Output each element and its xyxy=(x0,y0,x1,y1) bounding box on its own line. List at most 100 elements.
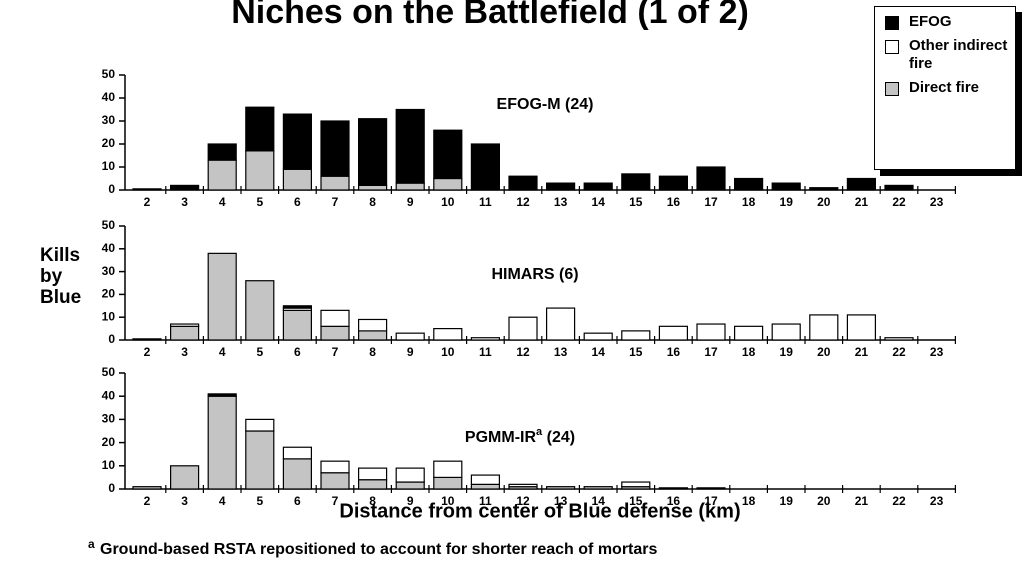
bar-segment xyxy=(846,314,877,341)
bar-segment xyxy=(132,338,162,341)
bar-segment xyxy=(207,252,237,341)
bar-segment xyxy=(245,430,275,490)
x-tick-label: 19 xyxy=(780,195,794,209)
bar-segment xyxy=(395,332,425,341)
bar-segment xyxy=(733,177,764,191)
y-tick-label: 10 xyxy=(102,309,116,323)
x-tick-label: 21 xyxy=(855,345,869,359)
legend-label: EFOG xyxy=(909,13,952,30)
bar-segment xyxy=(358,330,388,341)
x-tick-label: 11 xyxy=(479,345,492,359)
x-tick-label: 23 xyxy=(930,345,944,359)
bar-segment xyxy=(470,474,500,485)
y-tick-label: 10 xyxy=(102,458,116,472)
bar-segment xyxy=(358,467,388,481)
x-axis-label: Distance from center of Blue defense (km… xyxy=(339,500,740,522)
bar-segment xyxy=(470,337,500,341)
x-tick-label: 19 xyxy=(780,494,794,508)
legend-item: Direct fire xyxy=(883,79,1009,97)
bar-segment xyxy=(433,177,463,191)
panel-title: HIMARS (6) xyxy=(491,266,578,283)
y-tick-label: 0 xyxy=(108,332,115,346)
bar-segment xyxy=(282,309,312,341)
y-tick-label: 50 xyxy=(102,67,116,81)
y-tick-label: 30 xyxy=(102,113,116,127)
bar-segment xyxy=(132,486,162,490)
y-tick-label: 40 xyxy=(102,90,116,104)
bar-segment xyxy=(395,467,425,483)
x-tick-label: 6 xyxy=(294,195,301,209)
bar-segment xyxy=(884,337,914,341)
y-tick-label: 30 xyxy=(102,412,116,426)
x-tick-label: 22 xyxy=(892,195,906,209)
bar-segment xyxy=(470,483,500,490)
x-tick-label: 9 xyxy=(407,494,414,508)
y-tick-label: 40 xyxy=(102,388,116,402)
x-tick-label: 12 xyxy=(516,195,530,209)
panel-title-superscript: a xyxy=(536,426,543,438)
x-tick-label: 5 xyxy=(256,345,263,359)
x-tick-label: 11 xyxy=(479,195,492,209)
x-tick-label: 17 xyxy=(704,345,718,359)
bar-segment xyxy=(320,120,350,177)
x-tick-label: 6 xyxy=(294,494,301,508)
bar-segment xyxy=(245,106,275,152)
bar-segment xyxy=(170,325,200,341)
bar-segment xyxy=(395,481,425,490)
bar-segment xyxy=(545,486,576,490)
y-tick-label: 40 xyxy=(102,241,116,255)
x-tick-label: 22 xyxy=(892,494,906,508)
y-tick-label: 10 xyxy=(102,159,116,173)
panel-title-text: HIMARS (6) xyxy=(491,266,578,283)
x-tick-label: 5 xyxy=(256,494,263,508)
x-tick-label: 11 xyxy=(479,494,492,508)
x-tick-label: 18 xyxy=(742,195,756,209)
x-tick-label: 18 xyxy=(742,345,756,359)
bar-segment xyxy=(846,177,877,191)
x-tick-label: 10 xyxy=(441,195,455,209)
x-tick-label: 23 xyxy=(930,195,944,209)
legend-item: EFOG xyxy=(883,13,1009,31)
bar-segment xyxy=(132,188,162,191)
y-tick-label: 50 xyxy=(102,365,116,379)
y-tick-label: 20 xyxy=(102,435,116,449)
x-tick-label: 12 xyxy=(516,345,530,359)
bar-segment xyxy=(358,184,388,191)
bar-segment xyxy=(583,182,613,191)
bar-segment xyxy=(282,458,312,490)
x-tick-label: 22 xyxy=(892,345,906,359)
bar-segment xyxy=(207,143,237,161)
x-tick-label: 10 xyxy=(441,494,455,508)
panel-title: PGMM-IRa (24) xyxy=(465,423,575,446)
bar-segment xyxy=(395,182,425,191)
bar-segment xyxy=(207,159,237,191)
x-tick-label: 17 xyxy=(704,195,718,209)
x-tick-label: 2 xyxy=(144,345,151,359)
bar-segment xyxy=(245,280,275,341)
bar-segment xyxy=(207,393,237,397)
y-tick-label: 50 xyxy=(102,218,116,232)
bar-segment xyxy=(621,330,651,341)
x-tick-label: 16 xyxy=(667,494,681,508)
y-tick-label: 20 xyxy=(102,287,116,301)
bar-segment xyxy=(320,175,350,191)
bar-segment xyxy=(433,129,463,180)
x-tick-label: 3 xyxy=(181,345,188,359)
bar-segment xyxy=(621,481,651,488)
bar-segment xyxy=(583,486,613,490)
bar-segment xyxy=(771,323,801,341)
y-axis-label: Kills by Blue xyxy=(40,245,82,308)
x-tick-label: 17 xyxy=(704,494,718,508)
x-tick-label: 18 xyxy=(742,494,756,508)
bar-segment xyxy=(884,184,914,191)
bar-segment xyxy=(809,187,839,191)
bar-segment xyxy=(583,332,613,341)
bar-segment xyxy=(358,318,388,332)
x-tick-label: 8 xyxy=(369,494,376,508)
footnote: Ground-based RSTA repositioned to accoun… xyxy=(100,541,658,558)
bar-segment xyxy=(470,143,500,191)
bar-segment xyxy=(696,323,726,341)
x-tick-label: 15 xyxy=(629,494,643,508)
bar-segment xyxy=(358,479,388,490)
bar-segment xyxy=(320,472,350,490)
